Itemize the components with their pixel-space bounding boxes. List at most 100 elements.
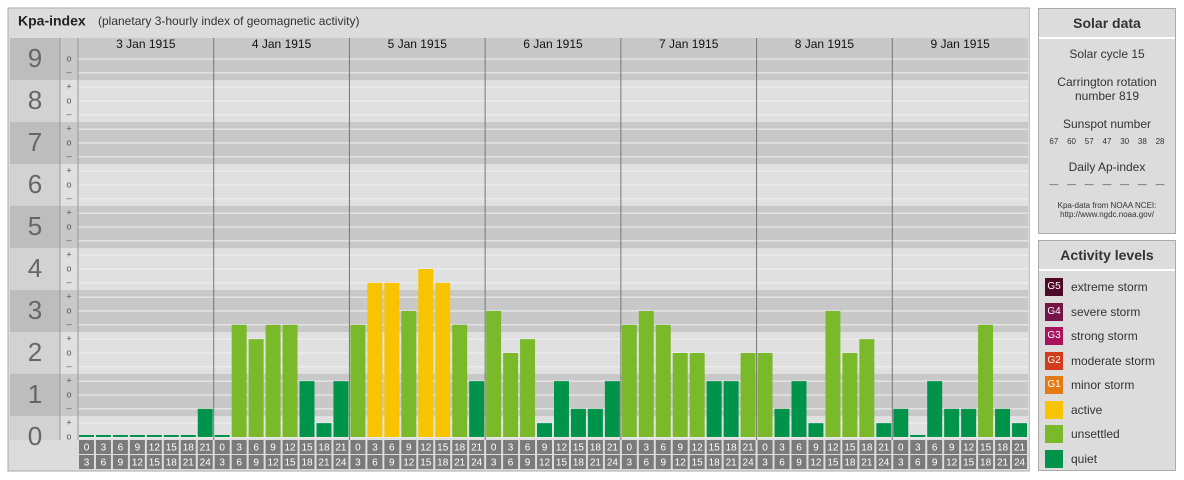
y-tick-label: 3 [28, 295, 42, 325]
hour-label: 21 [607, 443, 619, 454]
hour-cell [791, 455, 807, 469]
hour-label: 15 [827, 458, 839, 469]
y-minor-label: + [66, 292, 71, 302]
hour-label: 12 [539, 458, 551, 469]
hour-label: 6 [101, 458, 107, 469]
hour-cell [638, 440, 654, 454]
hour-label: 0 [355, 443, 361, 454]
y-minor-label: – [66, 319, 71, 329]
hour-label: 9 [949, 443, 955, 454]
hour-cell [112, 455, 128, 469]
bar [503, 353, 519, 437]
hour-label: 12 [268, 458, 280, 469]
legend-item: G3 strong storm [1045, 324, 1175, 349]
solar-cycle: Solar cycle 15 [1069, 47, 1145, 61]
ap-value: –– [1120, 180, 1130, 189]
legend-label: active [1071, 402, 1103, 417]
bar [774, 408, 790, 437]
hour-cell [350, 455, 366, 469]
hour-cell [452, 455, 468, 469]
hour-label: 12 [675, 458, 687, 469]
y-minor-label: o [66, 179, 71, 189]
hour-cell [995, 455, 1011, 469]
panel-title: Activity levels [1039, 241, 1175, 271]
hour-label: 12 [149, 443, 161, 454]
bar [995, 408, 1011, 437]
bar [587, 408, 603, 437]
hour-label: 21 [743, 443, 755, 454]
hour-cell [401, 455, 417, 469]
sunspot-number: 38 [1137, 137, 1147, 146]
axis-cell [10, 248, 60, 290]
hour-label: 12 [963, 443, 975, 454]
hour-label: 9 [406, 443, 412, 454]
hour-cell [672, 455, 688, 469]
hour-cell [231, 455, 247, 469]
ap-value: –– [1084, 180, 1094, 189]
hour-label: 12 [692, 443, 704, 454]
y-tick-label: 1 [28, 379, 42, 409]
bar [316, 423, 332, 437]
bar [655, 324, 671, 437]
hour-label: 21 [726, 458, 738, 469]
legend-swatch: G3 [1045, 327, 1063, 346]
hour-cell [842, 440, 858, 454]
hour-cell [842, 455, 858, 469]
legend-item: G5 extreme storm [1045, 275, 1175, 300]
chart-title: Kpa-index [18, 13, 86, 29]
bar [214, 435, 230, 437]
bar [910, 435, 926, 437]
bar [520, 339, 536, 437]
chart-subtitle: (planetary 3-hourly index of geomagnetic… [98, 14, 359, 28]
hour-label: 3 [644, 443, 650, 454]
hour-cell [961, 455, 977, 469]
hour-cell [435, 455, 451, 469]
axis-cell [10, 332, 60, 374]
hour-label: 9 [525, 458, 531, 469]
hour-label: 0 [491, 443, 497, 454]
legend-label: minor storm [1071, 378, 1135, 393]
hour-cell [995, 440, 1011, 454]
hour-label: 6 [525, 443, 531, 454]
y-tick-label: 9 [28, 43, 42, 73]
hour-cell [621, 440, 637, 454]
hour-cell [146, 455, 162, 469]
solar-data-panel: Solar data Solar cycle 15 Carrington rot… [1038, 8, 1176, 234]
sunspot-row: 67 60 57 47 30 38 28 [1045, 137, 1169, 146]
chart-header [9, 9, 1029, 36]
hour-label: 9 [796, 458, 802, 469]
y-minor-label: – [66, 403, 71, 413]
hour-label: 6 [389, 443, 395, 454]
hour-cell [146, 440, 162, 454]
y-minor-label: + [66, 124, 71, 134]
legend-swatch: G2 [1045, 351, 1063, 370]
hour-cell [570, 455, 586, 469]
y-tick-label: 4 [28, 253, 42, 283]
hour-label: 12 [284, 443, 296, 454]
bar [401, 311, 417, 437]
hour-cell [129, 440, 145, 454]
bar [944, 408, 960, 437]
hour-cell [316, 440, 332, 454]
hour-cell [503, 440, 519, 454]
hour-cell [214, 440, 230, 454]
bar [570, 408, 586, 437]
source-url: http://www.ngdc.noaa.gov/ [1060, 210, 1154, 219]
hour-label: 12 [556, 443, 568, 454]
ap-title: Daily Ap-index [1068, 160, 1146, 174]
hour-cell [587, 440, 603, 454]
hour-cell [604, 455, 620, 469]
hour-label: 9 [932, 458, 938, 469]
bar [350, 324, 366, 437]
day-label: 8 Jan 1915 [795, 37, 855, 51]
hour-label: 18 [980, 458, 992, 469]
bar [112, 435, 128, 437]
bar [1012, 423, 1027, 437]
hour-cell [621, 455, 637, 469]
hour-label: 9 [253, 458, 259, 469]
hour-cell [910, 440, 926, 454]
hour-cell [486, 455, 502, 469]
legend-label: strong storm [1071, 329, 1138, 344]
y-minor-label: o [66, 53, 71, 63]
